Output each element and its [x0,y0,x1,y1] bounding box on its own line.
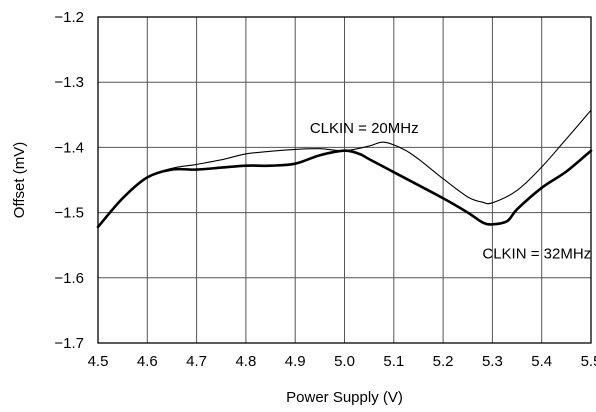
y-axis-label: Offset (mV) [11,142,28,218]
x-tick-label: 5.0 [334,353,355,370]
y-tick-label: −1.7 [54,335,84,352]
series-lines [96,109,593,229]
x-tick-label: 4.8 [235,353,256,370]
x-tick-label: 5.2 [433,353,454,370]
y-tick-label: −1.4 [54,139,84,156]
grid-lines [98,17,591,343]
x-tick-label: 5.4 [531,353,552,370]
annotation-label: CLKIN = 32MHz [482,246,591,263]
y-tick-label: −1.2 [54,9,84,26]
y-tick-label: −1.6 [54,270,84,287]
x-tick-label: 4.5 [88,353,109,370]
series-line-clkin-20mhz [97,109,592,228]
x-axis-label: Power Supply (V) [286,389,403,406]
y-tick-label: −1.5 [54,205,84,222]
y-tick-label: −1.3 [54,74,84,91]
x-tick-label: 5.3 [482,353,503,370]
x-tick-label: 5.5 [581,353,596,370]
x-tick-label: 5.1 [383,353,404,370]
x-tick-labels: 4.5 4.6 4.7 4.8 4.9 5.0 5.1 5.2 5.3 5.4 5.5 [88,353,596,370]
annotations: CLKIN = 20MHz CLKIN = 32MHz [310,120,591,263]
y-tick-labels: −1.2 −1.3 −1.4 −1.5 −1.6 −1.7 [54,9,84,352]
plot-frame [97,16,592,344]
x-tick-label: 4.9 [285,353,306,370]
x-tick-label: 4.6 [137,353,158,370]
annotation-label: CLKIN = 20MHz [310,120,419,137]
x-tick-label: 4.7 [186,353,207,370]
series-line-clkin-32mhz [96,149,593,229]
